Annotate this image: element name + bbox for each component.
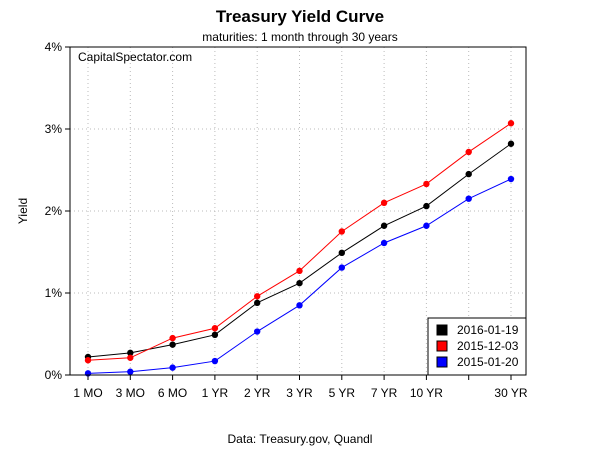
y-tick-label: 1% bbox=[45, 286, 63, 300]
data-point bbox=[296, 267, 303, 275]
data-point bbox=[465, 148, 472, 156]
data-point bbox=[296, 279, 303, 287]
legend-label: 2015-12-03 bbox=[457, 339, 519, 353]
x-tick-label: 1 MO bbox=[73, 386, 102, 400]
data-point bbox=[380, 222, 388, 229]
data-point bbox=[380, 199, 388, 206]
y-tick-label: 2% bbox=[45, 204, 63, 218]
data-point bbox=[169, 364, 176, 371]
y-axis-label: Yield bbox=[16, 198, 30, 224]
data-point bbox=[507, 120, 515, 127]
data-point bbox=[254, 293, 261, 300]
x-tick-label: 3 MO bbox=[116, 386, 145, 400]
data-point bbox=[211, 331, 219, 339]
data-point bbox=[254, 328, 261, 335]
x-axis-label: Data: Treasury.gov, Quandl bbox=[228, 432, 373, 446]
legend-label: 2016-01-19 bbox=[457, 323, 519, 337]
legend-swatch bbox=[436, 356, 448, 368]
legend-swatch bbox=[436, 324, 448, 336]
data-point bbox=[338, 228, 345, 235]
y-tick-label: 0% bbox=[45, 368, 63, 382]
data-point bbox=[127, 368, 134, 375]
source-annotation: CapitalSpectator.com bbox=[78, 50, 192, 64]
data-point bbox=[507, 140, 515, 147]
data-point bbox=[254, 299, 261, 307]
data-point bbox=[465, 170, 472, 178]
data-point bbox=[380, 239, 388, 247]
data-point bbox=[169, 341, 176, 348]
series-lines bbox=[84, 120, 515, 377]
data-point bbox=[465, 195, 472, 202]
chart-title: Treasury Yield Curve bbox=[216, 7, 384, 26]
x-tick-label: 2 YR bbox=[244, 386, 271, 400]
y-tick-label: 4% bbox=[45, 40, 63, 54]
data-point bbox=[211, 357, 219, 365]
x-tick-label: 3 YR bbox=[286, 386, 313, 400]
data-point bbox=[423, 202, 430, 210]
data-point bbox=[211, 325, 219, 332]
data-point bbox=[127, 349, 134, 357]
x-tick-label: 1 YR bbox=[202, 386, 229, 400]
data-point bbox=[127, 354, 134, 361]
legend-swatch bbox=[436, 340, 448, 352]
data-point bbox=[507, 175, 515, 183]
y-tick-label: 3% bbox=[45, 122, 63, 136]
data-point bbox=[84, 357, 92, 364]
data-point bbox=[169, 334, 176, 342]
data-point bbox=[296, 302, 303, 309]
data-point bbox=[423, 222, 430, 229]
axes: 0% 1% 2% 3% 4% 1 MO 3 MO 6 MO 1 YR 2 YR 3 YR 5 YR 7 … bbox=[45, 40, 528, 400]
x-tick-label: 5 YR bbox=[329, 386, 356, 400]
x-tick-label: 7 YR bbox=[371, 386, 398, 400]
data-point bbox=[423, 180, 430, 188]
chart-subtitle: maturities: 1 month through 30 years bbox=[202, 30, 397, 44]
x-tick-label: 10 YR bbox=[410, 386, 443, 400]
x-tick-label: 30 YR bbox=[494, 386, 527, 400]
x-tick-label: 6 MO bbox=[158, 386, 187, 400]
data-point bbox=[338, 249, 345, 257]
legend: 2016-01-19 2015-12-03 2015-01-20 bbox=[427, 317, 527, 376]
legend-label: 2015-01-20 bbox=[457, 355, 519, 369]
data-point bbox=[338, 264, 345, 271]
